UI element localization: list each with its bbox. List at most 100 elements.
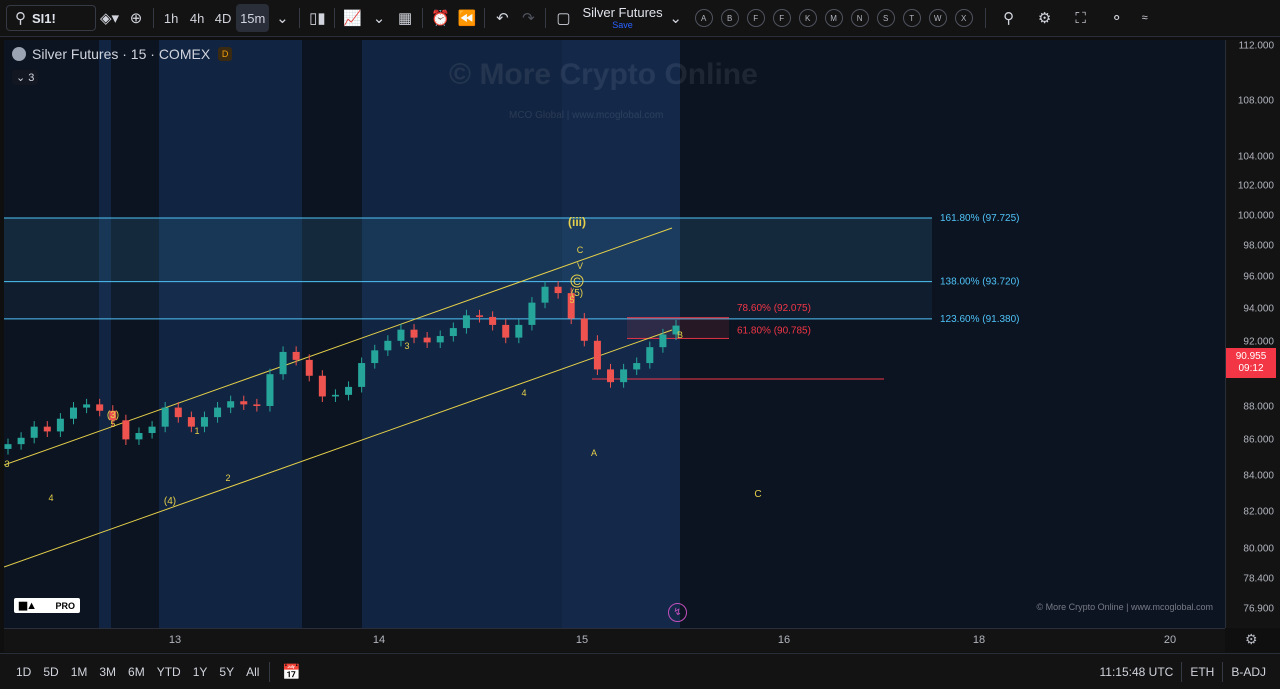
price-tick-label: 104.000 xyxy=(1237,151,1274,163)
wave-tool-button[interactable]: ≈ xyxy=(1132,4,1158,32)
wave-label: 1 xyxy=(194,426,199,436)
range-1m[interactable]: 1M xyxy=(70,664,88,679)
session-toggle[interactable]: ETH xyxy=(1190,665,1215,679)
redo-button[interactable]: ↷ xyxy=(515,4,541,32)
wave-label: B xyxy=(677,330,683,340)
date-range-button[interactable]: 📅 xyxy=(278,658,305,686)
candle-body xyxy=(659,334,667,348)
interval-dropdown[interactable]: ⌄ xyxy=(269,4,295,32)
add-symbol-button[interactable]: ⊕ xyxy=(123,4,149,32)
price-tick-label: 76.900 xyxy=(1243,603,1274,615)
price-tick-label: 86.000 xyxy=(1243,434,1274,446)
indicators-button[interactable]: 📈 xyxy=(339,4,366,32)
candle-body xyxy=(567,293,575,319)
chart-pane[interactable]: © More Crypto Online MCO Global | www.mc… xyxy=(4,40,1225,628)
symbol-search[interactable]: ⚲ SI1! xyxy=(6,5,96,31)
drawing-shortcut-4[interactable]: K xyxy=(798,9,817,27)
expand-icon: ⛶ xyxy=(1075,9,1086,27)
price-axis[interactable]: 112.000 108.000 104.000 102.000 100.000 98.00… xyxy=(1225,40,1280,628)
candle-body xyxy=(96,404,104,411)
compare-symbol-button[interactable]: ◈▾ xyxy=(96,4,123,32)
indicator-toggle[interactable]: ⌄ 3 xyxy=(12,70,39,85)
interval-1h[interactable]: 1h xyxy=(163,10,179,26)
price-tick-label: 102.000 xyxy=(1237,180,1274,192)
chart-type-button[interactable]: ▯▮ xyxy=(304,4,330,32)
candle-body xyxy=(279,351,287,375)
candle-body xyxy=(227,401,235,408)
divider xyxy=(484,8,486,28)
fullscreen-button[interactable]: ⛶ xyxy=(1068,4,1094,32)
drawing-shortcut-7[interactable]: S xyxy=(876,9,895,27)
price-tick-label: 82.000 xyxy=(1243,506,1274,518)
wave-label: 5 xyxy=(110,419,115,429)
fullscreen-frame-button[interactable]: ▢ xyxy=(550,4,576,32)
chart-title-block[interactable]: Silver Futures Save xyxy=(582,6,662,30)
wave-label: C xyxy=(573,276,581,288)
magnify-icon: ⚲ xyxy=(1003,10,1015,27)
layout-button[interactable]: ▦ xyxy=(392,4,418,32)
wave-label: (5) xyxy=(571,288,583,299)
candle-body xyxy=(240,401,248,405)
search-tool-button[interactable]: ⚲ xyxy=(996,4,1022,32)
alert-button[interactable]: ⏰ xyxy=(427,4,454,32)
range-5y[interactable]: 5Y xyxy=(219,664,235,679)
price-tick-label: 96.000 xyxy=(1243,271,1274,283)
drawing-shortcut-9[interactable]: W xyxy=(928,9,947,27)
price-tick-label: 80.000 xyxy=(1243,543,1274,555)
chevron-down-icon: ⌄ xyxy=(669,10,682,27)
indicators-icon: 📈 xyxy=(343,10,363,27)
replay-button[interactable]: ⏪ xyxy=(454,4,481,32)
layout-dropdown[interactable]: ⌄ xyxy=(663,4,689,32)
range-1d[interactable]: 1D xyxy=(16,664,32,679)
range-ytd[interactable]: YTD xyxy=(156,664,181,679)
drawing-shortcut-0[interactable]: A xyxy=(694,9,713,27)
candle-body xyxy=(515,324,523,338)
drawing-shortcut-1[interactable]: B xyxy=(720,9,739,27)
divider xyxy=(984,8,986,28)
interval-4d[interactable]: 4D xyxy=(214,10,232,26)
drawing-shortcut-6[interactable]: N xyxy=(850,9,869,27)
candle-body xyxy=(672,325,680,335)
interval-15m[interactable]: 15m xyxy=(236,4,270,32)
range-6m[interactable]: 6M xyxy=(128,664,145,679)
range-5d[interactable]: 5D xyxy=(43,664,59,679)
drawing-shortcut-10[interactable]: X xyxy=(954,9,973,27)
fib-label: 123.60% (91.380) xyxy=(940,314,1020,325)
range-3m[interactable]: 3M xyxy=(99,664,117,679)
wave-label: 4 xyxy=(521,388,526,398)
range-1y[interactable]: 1Y xyxy=(192,664,208,679)
drawing-shortcut-2[interactable]: F xyxy=(746,9,765,27)
candle-body xyxy=(305,359,313,376)
candle-body xyxy=(593,340,601,370)
candle-body xyxy=(69,407,77,419)
price-tick-label: 98.000 xyxy=(1243,240,1274,252)
settings-button[interactable]: ⚙ xyxy=(1032,4,1058,32)
candle-body xyxy=(174,407,182,418)
drawing-shortcut-5[interactable]: M xyxy=(824,9,843,27)
fib-label: 161.80% (97.725) xyxy=(940,213,1020,224)
wave-label: 2 xyxy=(225,473,230,483)
legend-title-row[interactable]: Silver Futures · 15 · COMEX D xyxy=(12,46,233,62)
undo-icon: ↶ xyxy=(496,10,509,27)
tv-pro-label: PRO xyxy=(55,600,75,611)
adjustment-toggle[interactable]: B-ADJ xyxy=(1231,665,1266,679)
chevron-down-icon: ⌄ xyxy=(16,72,29,84)
drawing-shortcut-8[interactable]: T xyxy=(902,9,921,27)
candle-body xyxy=(253,404,261,406)
utc-clock[interactable]: 11:15:48 UTC xyxy=(1099,665,1174,679)
time-tick-label: 18 xyxy=(972,634,986,646)
range-buttons: 1D 5D 1M 3M 6M YTD 1Y 5Y All xyxy=(10,665,265,679)
indicators-dropdown[interactable]: ⌄ xyxy=(366,4,392,32)
candle-body xyxy=(528,302,536,325)
interval-4h[interactable]: 4h xyxy=(189,10,205,26)
undo-button[interactable]: ↶ xyxy=(489,4,515,32)
wave-label: 4 xyxy=(48,493,53,503)
flash-icon[interactable]: ↯ xyxy=(668,603,687,622)
time-axis[interactable]: 13 14 15 16 18 20 xyxy=(4,628,1225,652)
screenshot-button[interactable]: ⚬ xyxy=(1104,4,1130,32)
price-tick-label: 84.000 xyxy=(1243,470,1274,482)
drawing-shortcut-3[interactable]: F xyxy=(772,9,791,27)
candle-body xyxy=(633,363,641,370)
axis-settings-icon[interactable]: ⚙ xyxy=(1245,631,1258,647)
range-all[interactable]: All xyxy=(246,664,260,679)
